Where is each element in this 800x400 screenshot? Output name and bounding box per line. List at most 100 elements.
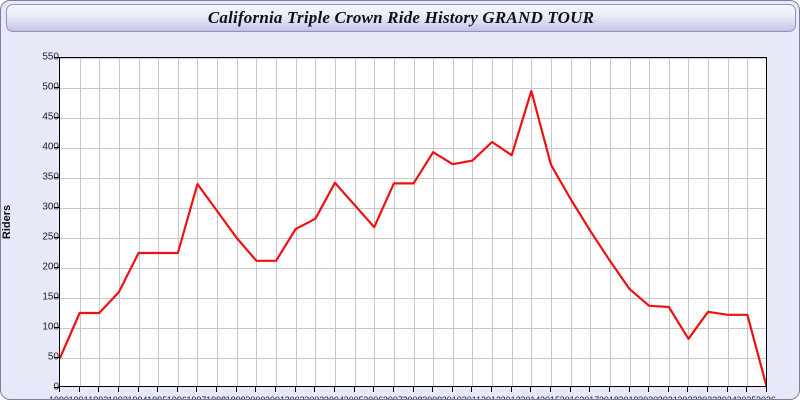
x-axis-tick-label: 2025 [736,395,757,400]
gridline-vertical [335,58,336,386]
x-axis-tick-label: 1993 [107,395,128,400]
x-axis-tick-label: 2005 [343,395,364,400]
gridline-vertical [492,58,493,386]
y-axis-tick-label: 350 [42,171,59,183]
x-axis-tick-mark [549,387,551,392]
gridline-horizontal [60,358,766,359]
x-axis-tick-label: 2023 [697,395,718,400]
x-axis-tick-mark [589,387,591,392]
gridline-vertical [178,58,179,386]
x-axis-tick-mark [314,387,316,392]
x-axis-tick-label: 2014 [520,395,541,400]
y-axis-tick-label: 450 [42,111,59,123]
x-axis-tick-label: 2003 [304,395,325,400]
gridline-vertical [708,58,709,386]
x-axis-tick-label: 1998 [206,395,227,400]
x-axis-tick-label: 1997 [186,395,207,400]
gridline-horizontal [60,328,766,329]
x-axis-tick-label: 2019 [618,395,639,400]
y-axis-tick-mark [54,87,59,88]
y-axis-tick-mark [54,297,59,298]
x-axis-tick-mark [196,387,198,392]
gridline-vertical [296,58,297,386]
x-axis-tick-mark [667,387,669,392]
gridline-horizontal [60,58,766,59]
plot-area-container: Riders 0 50 100 150 200 250 300 350 400 450 500 550… [1,35,799,400]
x-axis-tick-label: 1991 [68,395,89,400]
gridline-horizontal [60,238,766,239]
gridline-vertical [472,58,473,386]
gridline-horizontal [60,208,766,209]
x-axis-tick-mark [412,387,414,392]
x-axis-tick-label: 2006 [363,395,384,400]
gridline-vertical [256,58,257,386]
x-axis-tick-label: 2011 [461,395,482,400]
x-axis-tick-label: 2000 [245,395,266,400]
x-axis-tick-mark [275,387,277,392]
x-axis-tick-mark [78,387,80,392]
gridline-vertical [688,58,689,386]
x-axis-tick-mark [373,387,375,392]
x-axis-tick-label: 2026 [755,395,777,400]
x-axis-tick-mark [726,387,728,392]
x-axis-tick-label: 1996 [166,395,187,400]
x-axis-tick-mark [628,387,630,392]
x-axis-tick-label: 2001 [265,395,286,400]
gridline-vertical [728,58,729,386]
gridline-vertical [197,58,198,386]
x-axis-tick-label: 2002 [284,395,305,400]
x-axis-tick-label: 1995 [147,395,168,400]
x-axis-tick-mark [707,387,709,392]
gridline-vertical [237,58,238,386]
x-axis-tick-mark [392,387,394,392]
gridline-vertical [512,58,513,386]
y-axis-tick-label: 0 [19,382,59,393]
gridline-horizontal [60,148,766,149]
x-axis-tick-mark [432,387,434,392]
x-axis-tick-mark [608,387,610,392]
x-axis-tick-label: 2022 [677,395,698,400]
gridline-vertical [139,58,140,386]
y-axis-tick-label: 250 [42,231,59,243]
y-axis-title: Riders [1,204,13,240]
gridline-vertical [610,58,611,386]
gridline-horizontal [60,298,766,299]
x-axis-tick-label: 2009 [422,395,443,400]
x-axis-tick-label: 1990 [48,395,70,400]
x-axis-tick-label: 2013 [500,395,521,400]
x-axis-tick-label: 2010 [441,395,462,400]
x-axis-tick-mark [137,387,139,392]
title-bar: California Triple Crown Ride History GRA… [6,4,796,32]
y-axis-tick-label: 200 [42,261,59,273]
y-axis-tick-mark [54,267,59,268]
gridline-vertical [414,58,415,386]
gridline-vertical [355,58,356,386]
x-axis-tick-label: 2024 [716,395,737,400]
gridline-vertical [531,58,532,386]
y-axis-tick-mark [54,357,59,358]
gridline-vertical [374,58,375,386]
x-axis-tick-mark [255,387,257,392]
x-axis-tick-mark [59,387,60,392]
y-axis-tick-mark [54,327,59,328]
x-axis-tick-mark [687,387,689,392]
x-axis-tick-mark [157,387,159,392]
x-axis-tick-label: 2012 [481,395,502,400]
y-axis-tick-label: 50 [47,351,59,363]
y-axis-tick-mark [54,57,59,58]
y-axis-tick-label: 550 [42,51,59,63]
gridline-vertical [571,58,572,386]
x-axis-tick-mark [294,387,296,392]
y-axis-tick-mark [54,237,59,238]
gridline-vertical [630,58,631,386]
x-axis-tick-label: 2017 [579,395,600,400]
y-axis-tick-mark [54,177,59,178]
gridline-horizontal [60,268,766,269]
gridline-horizontal [60,178,766,179]
gridline-vertical [119,58,120,386]
x-axis-tick-label: 2021 [657,395,678,400]
gridline-vertical [80,58,81,386]
gridline-vertical [590,58,591,386]
gridline-vertical [747,58,748,386]
